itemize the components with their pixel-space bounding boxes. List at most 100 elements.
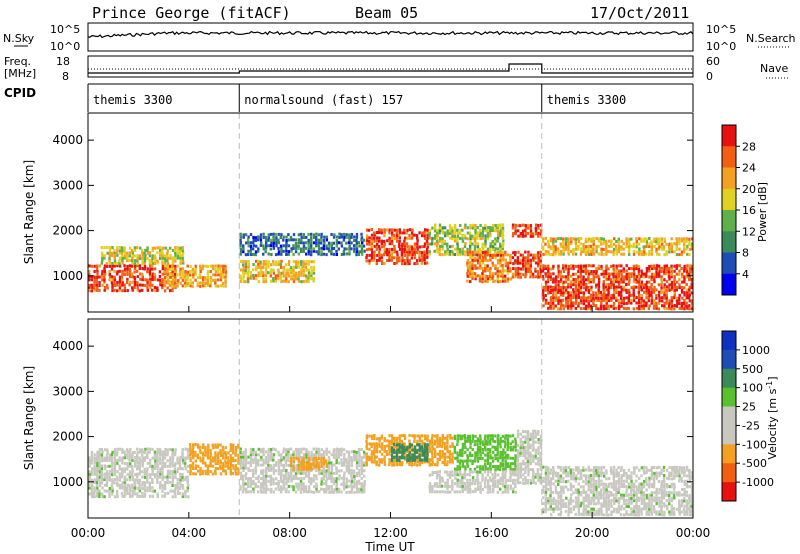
heatmap-cell [302, 249, 305, 253]
heatmap-cell [335, 485, 338, 488]
heatmap-cell [595, 272, 598, 276]
heatmap-cell [325, 459, 328, 463]
heatmap-cell [204, 446, 207, 450]
heatmap-cell [176, 281, 179, 285]
heatmap-cell [355, 458, 358, 462]
heatmap-cell [254, 453, 258, 457]
heatmap-cell [496, 224, 500, 227]
heatmap-cell [375, 463, 378, 467]
heatmap-cell [196, 469, 200, 473]
heatmap-cell [156, 288, 159, 292]
heatmap-cell [661, 299, 664, 303]
heatmap-cell [618, 307, 621, 311]
heatmap-cell [436, 439, 439, 443]
heatmap-cell [438, 453, 442, 456]
heatmap-cell [468, 484, 472, 488]
heatmap-cell [96, 486, 99, 490]
heatmap-cell [345, 235, 349, 239]
heatmap-cell [270, 241, 273, 245]
heatmap-cell [113, 481, 116, 485]
heatmap-cell [688, 288, 691, 292]
heatmap-cell [302, 265, 305, 269]
heatmap-cell [454, 236, 457, 240]
heatmap-cell [144, 248, 147, 252]
heatmap-cell [443, 242, 446, 246]
heatmap-cell [337, 490, 340, 494]
heatmap-cell [131, 272, 134, 276]
heatmap-cell [272, 238, 276, 242]
heatmap-cell [446, 242, 449, 246]
heatmap-cell [423, 450, 426, 454]
heatmap-cell [300, 280, 303, 284]
heatmap-cell [514, 273, 517, 277]
heatmap-cell [479, 442, 482, 446]
heatmap-cell [443, 226, 447, 230]
heatmap-cell [630, 286, 633, 290]
heatmap-cell [214, 454, 217, 458]
heatmap-cell [459, 231, 462, 235]
heatmap-cell [562, 249, 565, 253]
heatmap-cell [378, 258, 381, 262]
heatmap-cell [270, 448, 273, 451]
heatmap-cell [534, 256, 537, 260]
heatmap-cell [259, 260, 262, 264]
nsearch-label: N.Search [746, 32, 796, 45]
heatmap-cell [285, 480, 288, 484]
heatmap-cell [413, 434, 416, 438]
heatmap-cell [285, 448, 288, 452]
heatmap-cell [111, 461, 114, 465]
heatmap-cell [600, 252, 603, 256]
heatmap-cell [106, 464, 109, 468]
heatmap-cell [492, 223, 495, 227]
heatmap-cell [657, 293, 661, 297]
heatmap-cell [662, 245, 666, 249]
heatmap-cell [176, 483, 179, 487]
nsky-trace [87, 30, 694, 39]
heatmap-cell [474, 234, 477, 238]
heatmap-cell [302, 471, 305, 475]
heatmap-cell [461, 464, 464, 468]
heatmap-cell [317, 244, 320, 248]
heatmap-cell [559, 293, 562, 297]
heatmap-cell [304, 262, 308, 266]
heatmap-cell [131, 475, 134, 479]
heatmap-cell [320, 457, 323, 461]
heatmap-cell [126, 491, 129, 495]
heatmap-cell [471, 479, 475, 483]
heatmap-cell [489, 456, 492, 460]
heatmap-cell [456, 437, 459, 441]
heatmap-cell [486, 459, 490, 463]
heatmap-cell [370, 253, 374, 257]
heatmap-cell [474, 439, 477, 443]
heatmap-cell [330, 490, 333, 494]
heatmap-cell [105, 472, 109, 476]
heatmap-cell [489, 440, 492, 443]
heatmap-cell [133, 275, 136, 279]
heatmap-cell [219, 472, 223, 476]
heatmap-cell [285, 277, 288, 281]
heatmap-cell [221, 284, 224, 288]
heatmap-cell [506, 279, 510, 283]
heatmap-cell [459, 473, 462, 477]
heatmap-cell [123, 289, 127, 293]
heatmap-cell [680, 250, 684, 254]
heatmap-cell [146, 480, 149, 484]
heatmap-cell [380, 259, 384, 263]
freq-right-tick-bottom: 0 [706, 70, 713, 83]
heatmap-cell [320, 250, 323, 254]
heatmap-cell [582, 247, 586, 251]
heatmap-cell [184, 459, 187, 463]
heatmap-cell [584, 250, 587, 254]
heatmap-cell [194, 270, 197, 274]
heatmap-cell [567, 299, 570, 303]
heatmap-cell [358, 482, 361, 486]
heatmap-cell [471, 226, 475, 230]
heatmap-cell [418, 436, 422, 440]
heatmap-cell [315, 469, 318, 473]
heatmap-cell [411, 234, 414, 238]
heatmap-cell [567, 247, 570, 251]
heatmap-cell [638, 293, 641, 297]
heatmap-cell [370, 242, 374, 246]
heatmap-cell [277, 241, 281, 245]
heatmap-cell [358, 487, 361, 491]
